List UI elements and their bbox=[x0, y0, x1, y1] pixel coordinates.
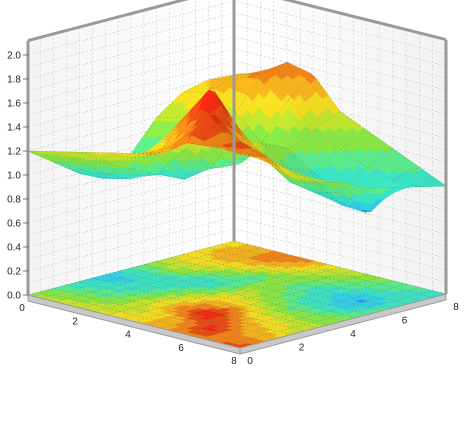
z-tick-label: 1.6 bbox=[7, 99, 21, 110]
y-tick-label: 0 bbox=[247, 356, 253, 367]
floor-gridline bbox=[226, 290, 433, 345]
z-tick-label: 1.8 bbox=[7, 75, 21, 86]
z-tick-label: 0.2 bbox=[7, 267, 21, 278]
floor-gridline bbox=[147, 270, 354, 326]
floor-gridline bbox=[182, 254, 395, 308]
surface-meshline bbox=[80, 62, 288, 180]
floor-gridline bbox=[41, 244, 248, 299]
x-axis-tick-labels: 0 2 4 6 8 bbox=[19, 303, 237, 367]
surface-mesh bbox=[27, 61, 447, 215]
floor-gridline bbox=[213, 287, 420, 342]
floor-gridline bbox=[156, 261, 369, 315]
floor-gridline bbox=[221, 244, 434, 298]
floor-gridline bbox=[105, 274, 318, 328]
surface-meshline bbox=[156, 117, 369, 206]
floor-gridline bbox=[169, 257, 382, 312]
x-tick-label: 2 bbox=[72, 316, 78, 327]
x-tick-label: 0 bbox=[19, 303, 25, 314]
surface-meshline bbox=[239, 141, 447, 189]
x-tick-label: 6 bbox=[178, 343, 184, 354]
axis-frame bbox=[26, 0, 448, 355]
floor-gridline bbox=[195, 250, 408, 305]
z-tick-label: 2.0 bbox=[7, 51, 21, 62]
floor-gridline bbox=[186, 280, 394, 335]
y-tick-label: 6 bbox=[402, 316, 408, 327]
z-tick-label: 1.4 bbox=[7, 123, 21, 134]
floor-slab-right bbox=[239, 293, 447, 355]
floor-gridline bbox=[107, 260, 314, 316]
surface-meshline bbox=[160, 86, 367, 174]
surface-meshline bbox=[208, 74, 421, 188]
floor-gridline bbox=[120, 263, 327, 319]
floor-gridline bbox=[94, 257, 301, 312]
surface-meshline bbox=[27, 78, 235, 180]
floor-gridline bbox=[66, 284, 279, 339]
floor-gridline bbox=[160, 273, 367, 329]
frame-top-edge bbox=[27, 0, 447, 43]
z-tick-label: 0.6 bbox=[7, 219, 21, 230]
floor-gridline bbox=[67, 250, 274, 306]
floor-gridline bbox=[92, 277, 305, 332]
surface-meshline bbox=[54, 73, 261, 180]
surface-meshline bbox=[107, 74, 314, 169]
floor-gridline bbox=[53, 288, 266, 342]
floor-gridline bbox=[80, 254, 288, 309]
x-tick-label: 4 bbox=[125, 330, 131, 341]
y-tick-label: 2 bbox=[299, 343, 305, 354]
y-tick-label: 8 bbox=[453, 302, 459, 313]
floor-gridline bbox=[233, 240, 447, 295]
surface-meshline bbox=[182, 92, 395, 215]
floor-gridline bbox=[143, 264, 356, 318]
y-axis-tick-labels: 0 2 4 6 8 bbox=[247, 302, 459, 367]
z-tick-label: 0.8 bbox=[7, 195, 21, 206]
floor-gridline bbox=[27, 240, 235, 296]
floor-gridline bbox=[208, 247, 421, 301]
z-tick-label: 0.0 bbox=[7, 291, 21, 302]
surface-meshline bbox=[79, 86, 292, 179]
surface-meshline bbox=[105, 127, 318, 182]
surface-meshline bbox=[213, 146, 420, 215]
floor-gridline bbox=[173, 277, 380, 332]
floor-gridline bbox=[54, 247, 261, 302]
floor-gridline bbox=[133, 267, 341, 322]
z-tick-label: 1.2 bbox=[7, 147, 21, 158]
x-tick-label: 8 bbox=[231, 356, 237, 367]
z-axis-tick-labels: 0.0 0.2 0.4 0.6 0.8 1.0 1.2 1.4 1.6 1.8 2.0 bbox=[7, 51, 28, 302]
floor-gridline bbox=[200, 283, 407, 339]
floor-gridline bbox=[130, 267, 344, 322]
y-tick-label: 4 bbox=[350, 329, 356, 340]
z-tick-label: 0.4 bbox=[7, 243, 21, 254]
z-tick-label: 1.0 bbox=[7, 171, 21, 182]
surface-meshline bbox=[133, 111, 341, 154]
